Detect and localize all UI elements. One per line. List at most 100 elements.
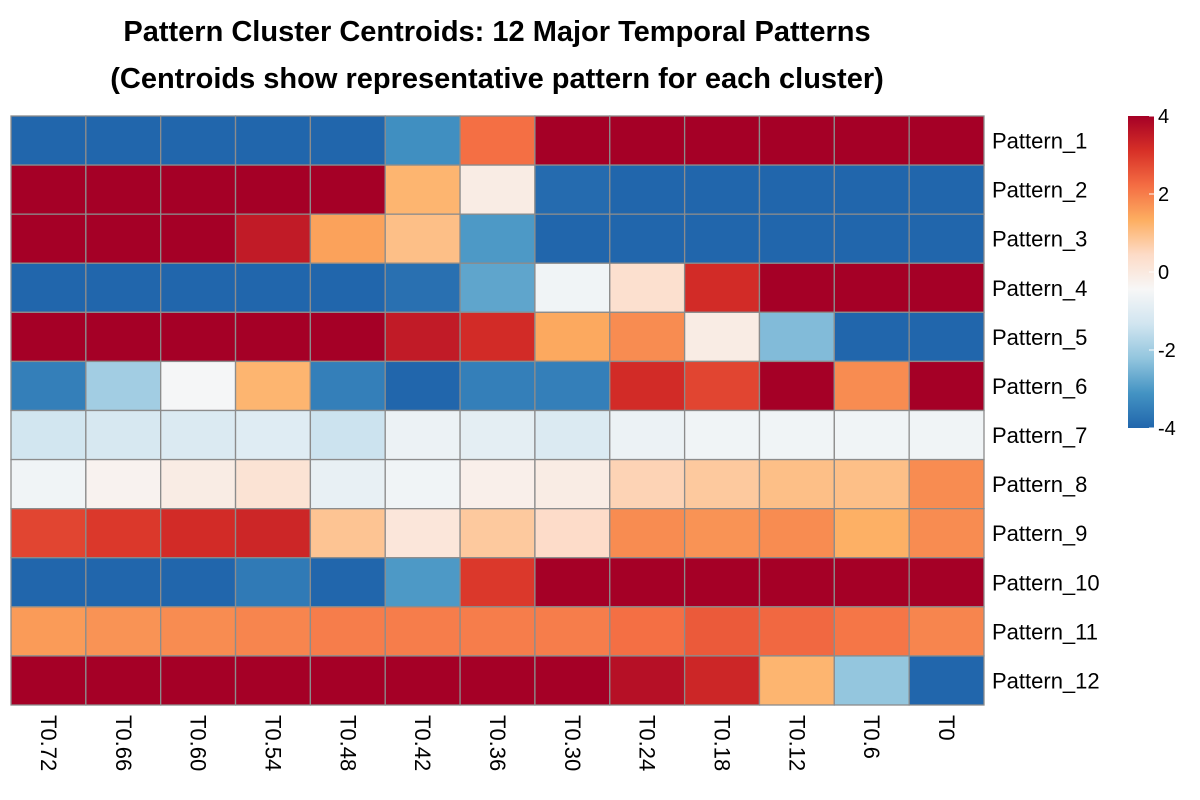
heatmap-cell [309, 409, 386, 461]
heatmap-cell [10, 508, 87, 559]
heatmap-cell [609, 311, 686, 363]
heatmap-cell [10, 655, 87, 706]
heatmap-cell [384, 115, 461, 166]
heatmap-cell [459, 606, 536, 657]
column-label: T0.72 [36, 715, 61, 771]
row-label: Pattern_6 [992, 374, 1087, 399]
heatmap-cell [908, 655, 985, 706]
heatmap-cell [833, 360, 910, 412]
heatmap-cell [534, 557, 611, 608]
heatmap-cell [683, 115, 761, 166]
heatmap-cell [758, 360, 835, 412]
heatmap-cell [160, 557, 237, 608]
heatmap-cell [534, 360, 611, 412]
heatmap-cell [833, 311, 910, 363]
heatmap-cell [908, 213, 985, 264]
heatmap-cell [459, 164, 536, 215]
legend-tick-label: 4 [1158, 106, 1169, 128]
heatmap-cell [384, 164, 461, 215]
column-label: T0.36 [485, 715, 510, 771]
heatmap-cell [10, 557, 87, 608]
row-label: Pattern_9 [992, 521, 1087, 546]
row-label: Pattern_11 [992, 619, 1098, 644]
column-label: T0.30 [560, 715, 585, 771]
heatmap-cell [908, 115, 985, 166]
heatmap-cell [160, 164, 237, 215]
legend-tick-label: 0 [1158, 262, 1169, 284]
column-label: T0.66 [111, 715, 136, 771]
heatmap-cell [234, 508, 312, 559]
row-label: Pattern_5 [992, 325, 1087, 350]
heatmap-cell [85, 508, 162, 559]
heatmap-cell [10, 164, 87, 215]
heatmap-cell [309, 655, 386, 706]
heatmap-cell [683, 360, 761, 412]
heatmap-cell [384, 655, 461, 706]
heatmap-cell [609, 655, 686, 706]
heatmap-cell [758, 115, 835, 166]
row-label: Pattern_10 [992, 570, 1100, 595]
heatmap-cell [309, 262, 386, 313]
heatmap-cell [85, 458, 162, 510]
heatmap-cell [10, 458, 87, 510]
column-label: T0.12 [784, 715, 809, 771]
heatmap-cell [234, 458, 312, 510]
heatmap-cell [234, 606, 312, 657]
heatmap-cell [908, 557, 985, 608]
heatmap-cell [609, 557, 686, 608]
heatmap-cell [833, 557, 910, 608]
heatmap-cell [609, 164, 686, 215]
heatmap-cell [309, 458, 386, 510]
color-legend: 4 2 0 -2 -4 [1128, 106, 1176, 440]
heatmap-cell [234, 360, 312, 412]
heatmap-cell [160, 606, 237, 657]
heatmap-cell [234, 164, 312, 215]
heatmap-cell [758, 262, 835, 313]
heatmap-cell [85, 409, 162, 461]
heatmap-cell [85, 213, 162, 264]
heatmap-cell [758, 655, 835, 706]
row-label: Pattern_4 [992, 276, 1087, 301]
heatmap-cell [609, 458, 686, 510]
heatmap-cell [85, 262, 162, 313]
heatmap-cell [459, 458, 536, 510]
heatmap-cell [10, 360, 87, 412]
legend-ticks: 4 2 0 -2 -4 [1149, 106, 1176, 440]
heatmap-cell [833, 655, 910, 706]
heatmap-cell [683, 409, 761, 461]
heatmap-cell [459, 311, 536, 363]
heatmap-cell [683, 164, 761, 215]
heatmap-cell [234, 311, 312, 363]
heatmap-cell [908, 311, 985, 363]
heatmap-cell [10, 311, 87, 363]
heatmap-cell [384, 311, 461, 363]
heatmap-cell [534, 262, 611, 313]
heatmap-cells [10, 115, 985, 706]
legend-tick-label: 2 [1158, 184, 1169, 206]
column-label: T0.6 [859, 715, 884, 759]
row-label: Pattern_7 [992, 423, 1087, 448]
heatmap-cell [833, 262, 910, 313]
heatmap-cell [160, 262, 237, 313]
heatmap-cell [85, 115, 162, 166]
column-label: T0.54 [260, 715, 285, 771]
heatmap-cell [908, 164, 985, 215]
heatmap-cell [609, 213, 686, 264]
heatmap-cell [85, 606, 162, 657]
heatmap-cell [683, 213, 761, 264]
row-label: Pattern_8 [992, 472, 1087, 497]
heatmap-cell [609, 409, 686, 461]
column-labels: T0.72 T0.66 T0.60 T0.54 T0.48 T0.42 T0.36 T0.30… [36, 715, 959, 771]
heatmap-cell [459, 115, 536, 166]
chart-title: Pattern Cluster Centroids: 12 Major Temp… [123, 16, 870, 48]
heatmap-cell [609, 508, 686, 559]
heatmap-cell [534, 458, 611, 510]
heatmap-cell [160, 655, 237, 706]
heatmap-cell [10, 262, 87, 313]
heatmap-cell [758, 606, 835, 657]
heatmap-cell [534, 164, 611, 215]
heatmap-cell [908, 458, 985, 510]
heatmap-cell [309, 360, 386, 412]
heatmap-cell [908, 409, 985, 461]
heatmap-cell [833, 213, 910, 264]
